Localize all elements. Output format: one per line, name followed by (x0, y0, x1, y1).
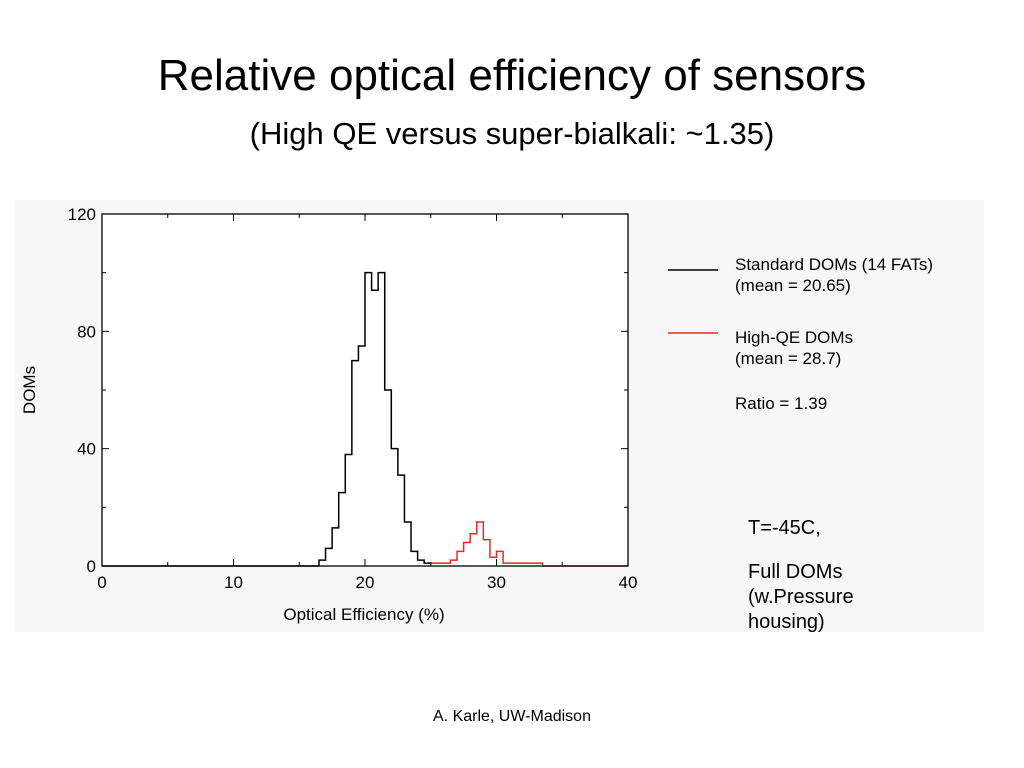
ticks-layer: 0 10 20 30 40 0 40 80 120 (68, 205, 638, 592)
slide-subtitle: (High QE versus super-bialkali: ~1.35) (249, 116, 775, 151)
x-tick-label: 20 (356, 573, 375, 592)
x-tick-label: 40 (619, 573, 638, 592)
plot-area (102, 214, 628, 566)
legend: Standard DOMs (14 FATs) (mean = 20.65) H… (668, 255, 933, 413)
legend-label-highqe: High-QE DOMs (735, 328, 853, 347)
x-tick-label: 10 (224, 573, 243, 592)
note-temperature: T=-45C, (748, 517, 821, 539)
note-pressure: (w.Pressure (748, 586, 854, 608)
histogram-figure: 0 10 20 30 40 0 40 80 120 Optical Efficiency (%)… (15, 200, 984, 633)
y-tick-label: 40 (77, 440, 96, 459)
y-axis-label: DOMs (20, 366, 39, 414)
slide-footer: A. Karle, UW-Madison (433, 708, 591, 725)
y-tick-label: 120 (68, 205, 96, 224)
legend-sub-standard: (mean = 20.65) (735, 276, 851, 295)
x-axis-label: Optical Efficiency (%) (283, 605, 444, 624)
y-tick-label: 0 (87, 557, 96, 576)
note-full-doms: Full DOMs (748, 561, 843, 583)
histogram-chart: 0 10 20 30 40 0 40 80 120 Optical Efficiency (%)… (20, 205, 933, 624)
histogram-highqe-doms (430, 521, 544, 566)
legend-sub-highqe: (mean = 28.7) (735, 349, 841, 368)
x-tick-label: 30 (487, 573, 506, 592)
y-tick-label: 80 (77, 322, 96, 341)
note-housing: housing) (748, 611, 825, 633)
ratio-annotation: Ratio = 1.39 (735, 394, 827, 413)
slide-title: Relative optical efficiency of sensors (157, 51, 867, 100)
x-tick-label: 0 (97, 573, 106, 592)
histogram-standard-doms (318, 271, 432, 566)
legend-label-standard: Standard DOMs (14 FATs) (735, 255, 933, 274)
